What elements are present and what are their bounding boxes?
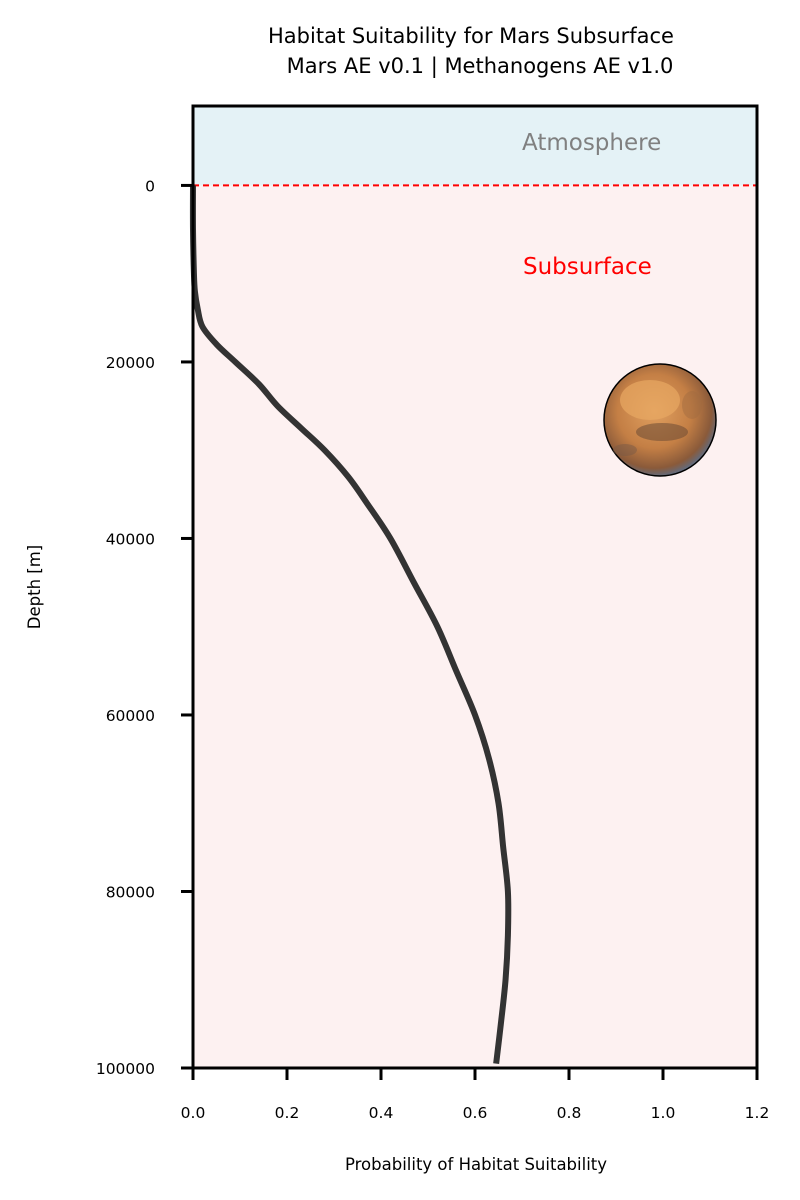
x-tick-label: 0.0 — [181, 1104, 206, 1122]
mars-planet-image — [603, 363, 717, 477]
suitability-curve — [189, 185, 512, 1064]
x-tick-label: 1.2 — [745, 1104, 770, 1122]
x-axis-ticks: 0.0 0.2 0.4 0.6 0.8 1.0 1.2 — [181, 1068, 770, 1122]
subsurface-label: Subsurface — [523, 254, 652, 280]
x-axis-label: Probability of Habitat Suitability — [345, 1155, 607, 1174]
y-tick-label: 0 — [145, 177, 155, 195]
y-tick-label: 60000 — [106, 707, 155, 725]
x-tick-label: 0.4 — [369, 1104, 394, 1122]
x-tick-label: 0.6 — [463, 1104, 488, 1122]
y-tick-label: 40000 — [106, 530, 155, 548]
atmosphere-label: Atmosphere — [522, 130, 661, 156]
y-axis-ticks: 0 20000 40000 60000 80000 100000 — [96, 177, 193, 1078]
x-tick-label: 0.2 — [275, 1104, 300, 1122]
x-tick-label: 1.0 — [651, 1104, 676, 1122]
chart-subtitle: Mars AE v0.1 | Methanogens AE v1.0 — [287, 54, 674, 79]
y-axis-label: Depth [m] — [25, 545, 44, 629]
y-tick-label: 80000 — [106, 883, 155, 901]
atmosphere-region — [193, 106, 757, 186]
x-tick-label: 0.8 — [557, 1104, 582, 1122]
y-tick-label: 20000 — [106, 354, 155, 372]
y-tick-label: 100000 — [96, 1060, 155, 1078]
subsurface-region — [193, 185, 757, 1068]
chart-title: Habitat Suitability for Mars Subsurface — [268, 24, 674, 48]
